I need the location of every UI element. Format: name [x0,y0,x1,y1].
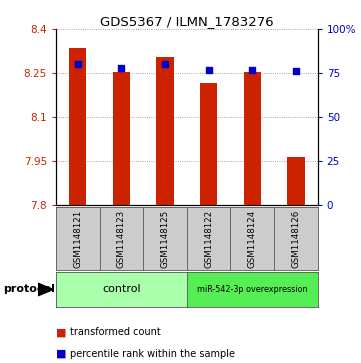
Text: GSM1148121: GSM1148121 [73,209,82,268]
Point [206,67,212,73]
Text: transformed count: transformed count [70,327,161,337]
Text: GSM1148126: GSM1148126 [291,209,300,268]
Title: GDS5367 / ILMN_1783276: GDS5367 / ILMN_1783276 [100,15,274,28]
Point [118,65,124,71]
Text: GSM1148124: GSM1148124 [248,209,257,268]
Text: GSM1148122: GSM1148122 [204,209,213,268]
Text: ■: ■ [56,327,66,337]
Point [293,68,299,74]
Point [162,61,168,67]
Polygon shape [38,283,53,296]
Text: protocol: protocol [4,285,56,294]
Bar [69,48,87,205]
Text: percentile rank within the sample: percentile rank within the sample [70,349,235,359]
Text: miR-542-3p overexpression: miR-542-3p overexpression [197,285,308,294]
Text: GSM1148125: GSM1148125 [161,209,170,268]
Bar [156,57,174,205]
Bar [200,83,217,205]
Bar [113,72,130,205]
Point [249,67,255,73]
Text: GSM1148123: GSM1148123 [117,209,126,268]
Point [75,61,81,67]
Text: ■: ■ [56,349,66,359]
Bar [244,72,261,205]
Bar [287,157,305,205]
Text: control: control [102,285,141,294]
